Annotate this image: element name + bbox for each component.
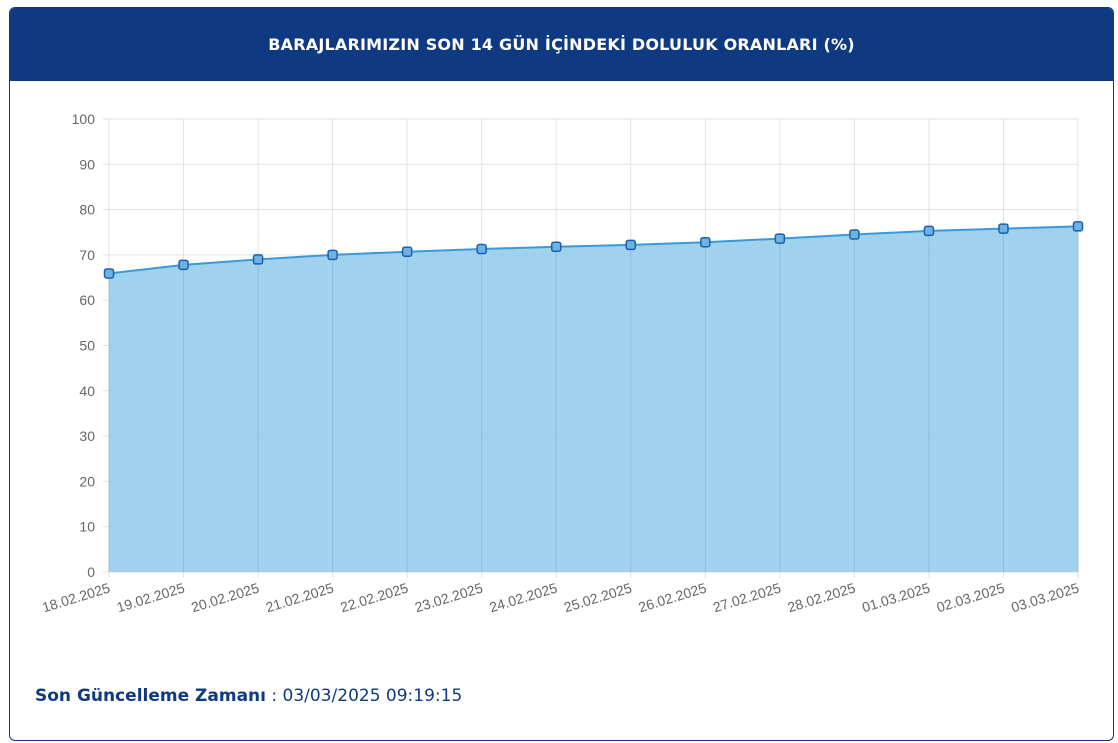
x-tick-label: 25.02.2025 bbox=[562, 580, 634, 616]
x-tick-label: 20.02.2025 bbox=[189, 580, 261, 616]
data-point bbox=[401, 246, 413, 257]
series-line bbox=[108, 225, 1079, 275]
data-point bbox=[178, 259, 189, 271]
y-tick-label: 50 bbox=[79, 338, 95, 354]
last-update: Son Güncelleme Zamanı : 03/03/2025 09:19… bbox=[35, 686, 462, 706]
last-update-value: 03/03/2025 09:19:15 bbox=[282, 686, 463, 706]
last-update-separator: : bbox=[265, 686, 283, 706]
x-tick-label: 01.03.2025 bbox=[860, 580, 932, 616]
y-tick-label: 20 bbox=[79, 473, 95, 489]
chart-title: BARAJLARIMIZIN SON 14 GÜN İÇİNDEKİ DOLUL… bbox=[10, 8, 1113, 81]
data-point bbox=[327, 249, 338, 261]
data-point bbox=[774, 233, 786, 244]
y-tick-label: 70 bbox=[79, 247, 95, 263]
x-tick-label: 23.02.2025 bbox=[413, 580, 485, 616]
data-point bbox=[252, 254, 264, 265]
last-update-label: Son Güncelleme Zamanı bbox=[35, 686, 266, 706]
y-tick-label: 90 bbox=[79, 156, 95, 172]
y-tick-label: 30 bbox=[79, 428, 95, 444]
x-tick-label: 03.03.2025 bbox=[1009, 580, 1081, 616]
data-point bbox=[625, 239, 637, 251]
x-tick-label: 02.03.2025 bbox=[935, 580, 1007, 616]
x-tick-label: 27.02.2025 bbox=[711, 580, 783, 616]
y-tick-label: 40 bbox=[79, 383, 95, 399]
data-point bbox=[700, 236, 711, 248]
x-tick-label: 18.02.2025 bbox=[40, 580, 112, 616]
data-point bbox=[103, 268, 115, 279]
y-tick-label: 10 bbox=[79, 519, 95, 535]
data-point bbox=[550, 241, 562, 252]
y-tick-label: 60 bbox=[79, 292, 95, 308]
y-tick-label: 80 bbox=[79, 202, 95, 218]
data-point bbox=[849, 229, 860, 240]
data-point bbox=[1072, 221, 1084, 232]
x-tick-label: 21.02.2025 bbox=[264, 580, 336, 616]
x-tick-label: 24.02.2025 bbox=[487, 580, 559, 616]
data-point bbox=[476, 243, 487, 255]
y-tick-label: 100 bbox=[72, 111, 96, 127]
data-point bbox=[998, 223, 1009, 234]
data-point bbox=[923, 225, 935, 237]
y-tick-label: 0 bbox=[87, 564, 95, 580]
area-fill bbox=[109, 226, 1078, 572]
x-tick-label: 22.02.2025 bbox=[338, 580, 410, 616]
x-tick-label: 28.02.2025 bbox=[786, 580, 858, 616]
x-tick-label: 26.02.2025 bbox=[636, 580, 708, 616]
x-tick-label: 19.02.2025 bbox=[115, 580, 187, 616]
